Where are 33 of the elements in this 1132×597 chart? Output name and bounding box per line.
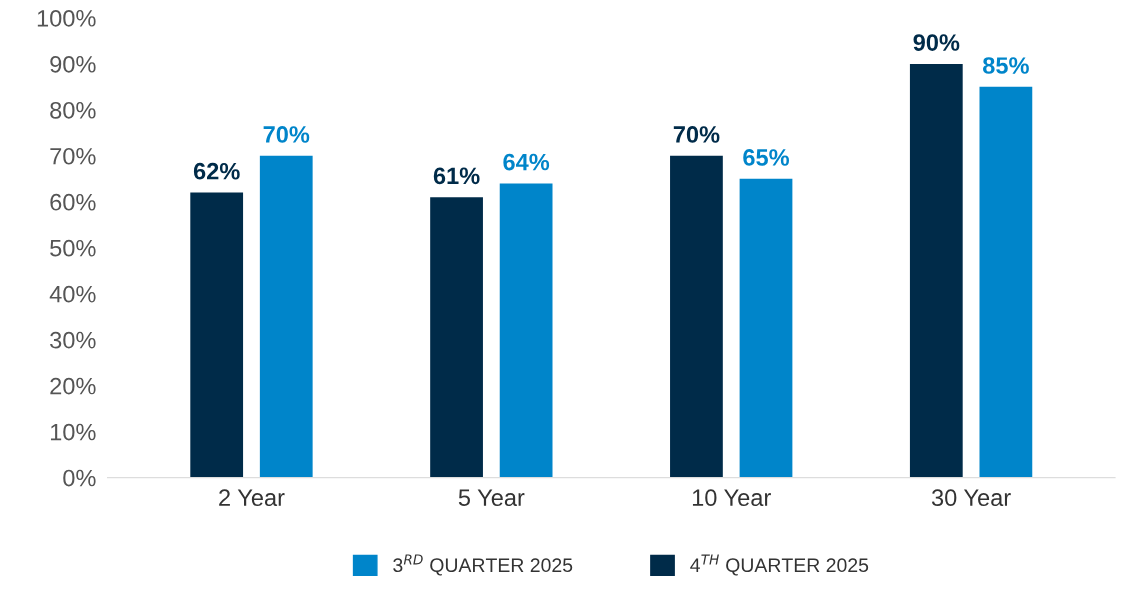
data-label: 85% <box>983 57 1029 74</box>
bar <box>430 197 483 478</box>
y-tick-label: 80% <box>50 101 96 119</box>
bar <box>909 63 963 478</box>
x-tick-label: 5 Year <box>458 489 525 507</box>
y-tick-label: 40% <box>49 285 96 303</box>
bar <box>499 183 553 478</box>
y-tick-label: 90% <box>50 55 96 73</box>
data-label: 90% <box>913 34 960 51</box>
data-label: 70% <box>673 126 720 143</box>
data-label: 62% <box>193 162 240 180</box>
bar <box>190 192 244 478</box>
bar <box>670 155 723 478</box>
y-tick-label: 20% <box>50 377 96 395</box>
data-label: 65% <box>743 149 790 166</box>
x-tick-label: 2 Year <box>219 489 285 507</box>
x-tick-label: 10 Year <box>692 489 771 507</box>
y-tick-label: 50% <box>50 239 96 257</box>
x-tick-label: 30 Year <box>931 489 1011 507</box>
bar <box>259 155 313 478</box>
y-tick-label: 100% <box>37 9 96 27</box>
y-tick-label: 10% <box>50 423 96 441</box>
data-label: 70% <box>263 126 310 143</box>
y-tick-label: 30% <box>50 331 96 349</box>
bar <box>979 86 1033 478</box>
y-tick-label: 60% <box>50 193 96 211</box>
y-tick-label: 70% <box>50 147 96 165</box>
y-tick-label: 0% <box>63 469 96 487</box>
data-label: 64% <box>503 153 550 171</box>
legend-label: 4$^{TH}$ QUARTER 2025 <box>690 554 869 576</box>
legend-label: 3$^{RD}$ QUARTER 2025 <box>393 554 573 576</box>
bar <box>739 178 793 478</box>
data-label: 61% <box>433 167 480 185</box>
